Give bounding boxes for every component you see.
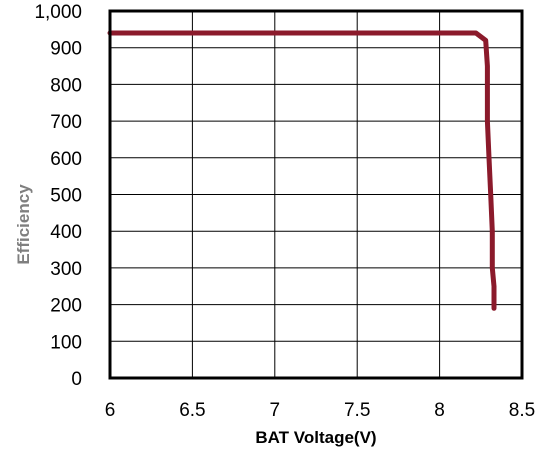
y-tick-label: 900 <box>50 39 82 60</box>
x-tick-label: 7.5 <box>344 400 370 421</box>
x-tick-label: 8.5 <box>509 400 535 421</box>
y-tick-label: 1,000 <box>34 2 82 23</box>
y-tick-label: 400 <box>50 222 82 243</box>
y-tick-label: 500 <box>50 186 82 207</box>
y-tick-label: 100 <box>50 332 82 353</box>
y-tick-label: 600 <box>50 149 82 170</box>
plot-frame <box>108 9 524 380</box>
series-line <box>107 30 497 311</box>
grid <box>109 10 523 379</box>
y-tick-label: 300 <box>50 259 82 280</box>
x-tick-labels: 6 6.5 7 7.5 8 8.5 <box>105 400 536 421</box>
x-tick-label: 8 <box>434 400 445 421</box>
y-tick-label: 800 <box>50 75 82 96</box>
x-tick-label: 6 <box>105 400 116 421</box>
x-tick-label: 6.5 <box>179 400 205 421</box>
series-layer <box>107 30 497 311</box>
y-tick-labels: 0 100 200 300 400 500 600 700 800 900 1,000 <box>34 2 82 390</box>
x-tick-label: 7 <box>270 400 281 421</box>
y-tick-label: 0 <box>71 369 82 390</box>
x-axis-label: BAT Voltage(V) <box>255 428 376 447</box>
y-axis-label: Efficiency <box>14 184 33 265</box>
y-tick-label: 200 <box>50 296 82 317</box>
y-tick-label: 700 <box>50 112 82 133</box>
